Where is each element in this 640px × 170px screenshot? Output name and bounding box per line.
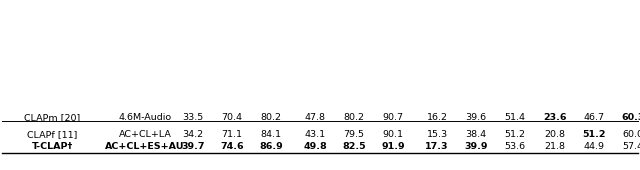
Text: 60.0: 60.0 <box>623 130 640 139</box>
Text: 39.9: 39.9 <box>464 142 488 151</box>
Text: 90.1: 90.1 <box>383 130 403 139</box>
Text: 21.8: 21.8 <box>545 142 566 151</box>
Text: 15.3: 15.3 <box>426 130 447 139</box>
Text: 49.8: 49.8 <box>303 142 327 151</box>
Text: 39.6: 39.6 <box>465 113 486 122</box>
Text: 47.8: 47.8 <box>305 113 326 122</box>
Text: 38.4: 38.4 <box>465 130 486 139</box>
Text: AC+CL+ES+AU: AC+CL+ES+AU <box>105 142 185 151</box>
Text: AC+CL+LA: AC+CL+LA <box>118 130 172 139</box>
Text: 16.2: 16.2 <box>426 113 447 122</box>
Text: 80.2: 80.2 <box>344 113 365 122</box>
Text: 91.9: 91.9 <box>381 142 405 151</box>
Text: 51.2: 51.2 <box>582 130 605 139</box>
Text: 34.2: 34.2 <box>182 130 204 139</box>
Text: 60.3: 60.3 <box>621 113 640 122</box>
Text: 4.6M-Audio: 4.6M-Audio <box>118 113 172 122</box>
Text: 17.3: 17.3 <box>425 142 449 151</box>
Text: 51.2: 51.2 <box>504 130 525 139</box>
Text: 57.4: 57.4 <box>623 142 640 151</box>
Text: 51.4: 51.4 <box>504 113 525 122</box>
Text: 71.1: 71.1 <box>221 130 243 139</box>
Text: 43.1: 43.1 <box>305 130 326 139</box>
Text: 79.5: 79.5 <box>344 130 365 139</box>
Text: T-CLAP†: T-CLAP† <box>31 142 72 151</box>
Text: 44.9: 44.9 <box>584 142 605 151</box>
Text: CLAPf [11]: CLAPf [11] <box>27 130 77 139</box>
Text: 90.7: 90.7 <box>383 113 403 122</box>
Text: CLAPm [20]: CLAPm [20] <box>24 113 80 122</box>
Text: 84.1: 84.1 <box>260 130 282 139</box>
Text: 39.7: 39.7 <box>181 142 205 151</box>
Text: 82.5: 82.5 <box>342 142 366 151</box>
Text: 46.7: 46.7 <box>584 113 605 122</box>
Text: 23.6: 23.6 <box>543 113 567 122</box>
Text: 86.9: 86.9 <box>259 142 283 151</box>
Text: 74.6: 74.6 <box>220 142 244 151</box>
Text: 70.4: 70.4 <box>221 113 243 122</box>
Text: 20.8: 20.8 <box>545 130 566 139</box>
Text: 53.6: 53.6 <box>504 142 525 151</box>
Text: 33.5: 33.5 <box>182 113 204 122</box>
Text: 80.2: 80.2 <box>260 113 282 122</box>
